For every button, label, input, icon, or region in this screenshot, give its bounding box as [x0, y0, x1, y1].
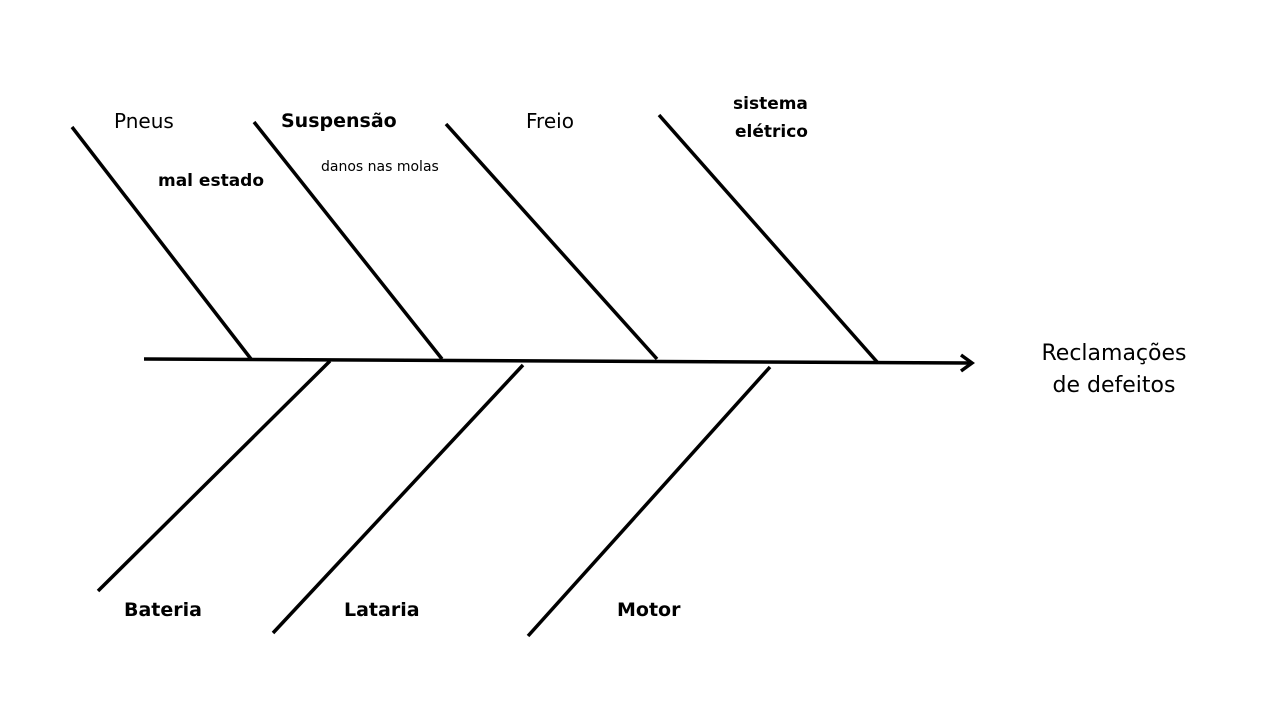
bone-pneus	[70, 125, 253, 361]
category-label-freio: Freio	[526, 109, 574, 133]
bone-sistema-eletrico	[657, 113, 880, 365]
effect-label-line1: Reclamações	[1041, 341, 1187, 366]
category-label-sistema-eletrico-line1: sistema	[733, 94, 808, 114]
spine-arrowhead	[959, 353, 975, 373]
category-label-pneus: Pneus	[114, 109, 174, 133]
effect-label: Reclamações de defeitos	[1030, 338, 1198, 402]
category-label-bateria: Bateria	[124, 599, 202, 621]
bone-freio	[444, 122, 659, 361]
effect-label-line2: de defeitos	[1052, 372, 1176, 398]
spine-line	[143, 357, 971, 365]
cause-label-danos-nas-molas: danos nas molas	[321, 159, 439, 175]
cause-label-mal-estado: mal estado	[158, 171, 265, 191]
bone-bateria	[96, 359, 332, 593]
bone-motor	[526, 365, 772, 638]
category-label-suspensao: Suspensão	[281, 110, 397, 132]
category-label-sistema-eletrico-line2: elétrico	[735, 122, 808, 142]
category-label-motor: Motor	[617, 599, 681, 621]
bone-lataria	[271, 363, 525, 635]
category-label-lataria: Lataria	[344, 599, 420, 621]
bone-suspensao	[252, 120, 444, 361]
